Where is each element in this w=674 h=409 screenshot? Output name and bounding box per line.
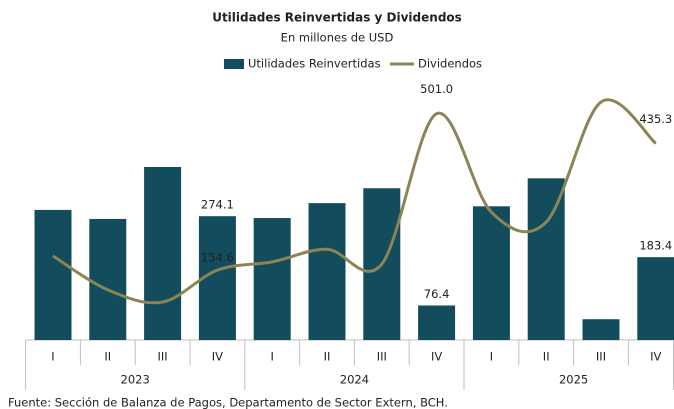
line [52, 98, 657, 305]
x-tick-label: II [104, 350, 111, 364]
data-label: 274.1 [201, 198, 234, 212]
bar [89, 218, 127, 340]
bar [144, 167, 182, 340]
data-label: 183.4 [639, 239, 672, 253]
group-label: 2023 [121, 373, 150, 387]
bar [418, 305, 456, 340]
x-tick-label: I [51, 350, 54, 364]
legend-label: Utilidades Reinvertidas [248, 57, 381, 71]
bar [637, 257, 674, 340]
x-tick-label: IV [212, 350, 223, 364]
bar [308, 203, 346, 340]
x-tick-label: III [596, 350, 606, 364]
x-tick-label: I [490, 350, 493, 364]
bar [253, 218, 291, 340]
legend-label: Dividendos [418, 57, 482, 71]
bar [472, 206, 510, 340]
bar [582, 319, 620, 340]
data-label: 76.4 [424, 287, 450, 301]
x-tick-label: I [270, 350, 273, 364]
legend-swatch [224, 59, 244, 69]
x-tick-label: IV [650, 350, 661, 364]
data-label: 435.3 [639, 112, 672, 126]
bar [527, 178, 565, 340]
x-tick-label: II [324, 350, 331, 364]
chart-title: Utilidades Reinvertidas y Dividendos [212, 11, 462, 25]
x-tick-label: III [377, 350, 387, 364]
data-label: 501.0 [420, 82, 453, 96]
source-note: Fuente: Sección de Balanza de Pagos, Dep… [8, 396, 448, 409]
group-label: 2025 [559, 373, 588, 387]
x-tick-label: III [158, 350, 168, 364]
x-tick-label: II [543, 350, 550, 364]
group-label: 2024 [340, 373, 369, 387]
x-tick-label: IV [431, 350, 442, 364]
data-label: 154.6 [201, 251, 234, 265]
chart-subtitle: En millones de USD [281, 31, 394, 45]
bar [34, 209, 72, 340]
